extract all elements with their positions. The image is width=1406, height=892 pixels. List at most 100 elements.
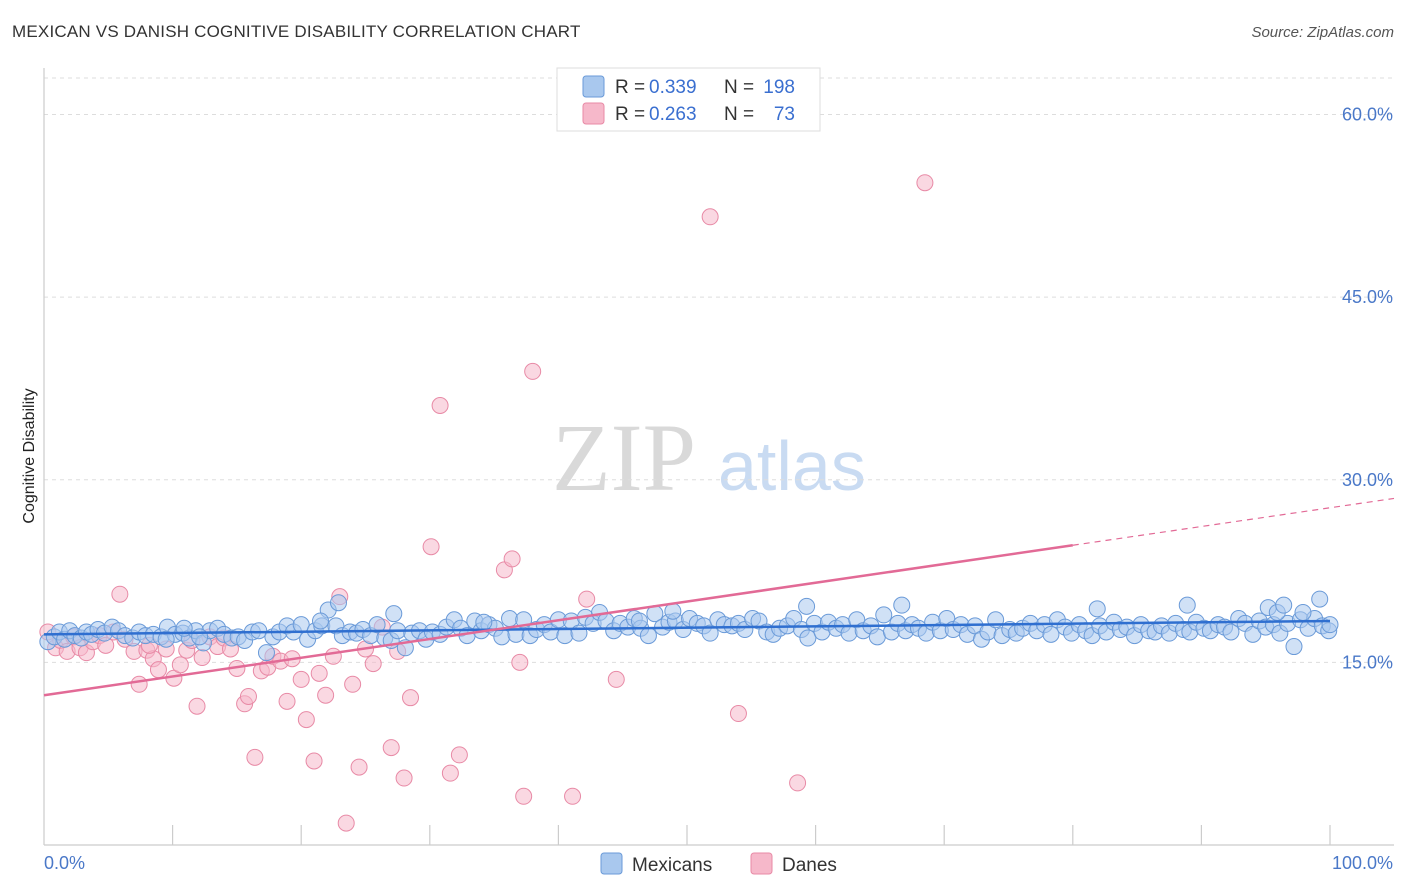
source-label: Source: ZipAtlas.com (1251, 24, 1394, 41)
danes-point (503, 550, 521, 568)
legend-swatch-danes (582, 102, 605, 125)
legend-r-label: R = (615, 77, 645, 98)
danes-series (39, 174, 934, 832)
watermark-zip: ZIP (552, 404, 696, 511)
danes-point (431, 396, 449, 414)
mexicans-trend-line (43, 619, 1331, 636)
gridlines (44, 77, 1394, 663)
danes-point (515, 787, 533, 805)
mexicans-point (893, 596, 911, 614)
danes-point (564, 787, 582, 805)
mexicans-point (385, 605, 403, 623)
legend-n-value-danes: 73 (774, 104, 795, 125)
y-tick-label: 30.0% (1342, 470, 1393, 490)
y-tick-labels: 15.0% 30.0% 45.0% 60.0% (1342, 105, 1393, 673)
danes-point (193, 649, 211, 667)
watermark-atlas: atlas (718, 427, 866, 505)
danes-point (111, 585, 129, 603)
danes-point (278, 692, 296, 710)
mexicans-point (799, 629, 817, 647)
mexicans-point (868, 628, 886, 646)
danes-point (305, 752, 323, 770)
mexicans-point (475, 613, 493, 631)
y-tick-label: 60.0% (1342, 105, 1393, 125)
mexicans-point (630, 612, 648, 630)
x-axis-ticks (172, 825, 1331, 845)
mexicans-point (639, 627, 657, 645)
danes-trend-line (43, 544, 1073, 697)
danes-point (450, 746, 468, 764)
danes-trend-line-extension (1072, 497, 1395, 546)
mexicans-point (191, 628, 209, 646)
mexicans-point (1321, 616, 1339, 634)
danes-point (729, 705, 747, 723)
mexicans-point (1311, 590, 1329, 608)
legend-n-label: N = (724, 77, 754, 98)
danes-point (350, 758, 368, 776)
y-tick-label: 15.0% (1342, 652, 1393, 672)
danes-point (402, 689, 420, 707)
danes-point (149, 661, 167, 679)
danes-point (578, 590, 596, 608)
y-axis-title: Cognitive Disability (21, 388, 38, 523)
danes-point (701, 208, 719, 226)
mexicans-point (1178, 596, 1196, 614)
x-tick-label-min: 0.0% (44, 853, 85, 873)
danes-point (239, 687, 257, 705)
bottom-legend-label-mexicans: Mexicans (632, 855, 712, 876)
danes-point (395, 769, 413, 787)
danes-point (188, 697, 206, 715)
legend-r-label: R = (615, 104, 645, 125)
mexicans-point (875, 606, 893, 624)
x-tick-label-max: 100.0% (1332, 853, 1393, 873)
danes-point (916, 174, 934, 192)
danes-point (382, 739, 400, 757)
danes-point (324, 647, 342, 665)
legend-swatch-mexicans (582, 75, 605, 98)
mexicans-point (257, 644, 275, 662)
mexicans-point (1275, 596, 1293, 614)
danes-point (344, 675, 362, 693)
danes-point (524, 362, 542, 380)
danes-point (310, 664, 328, 682)
legend-r-value-mexicans: 0.339 (649, 77, 697, 98)
mexicans-point (311, 612, 329, 630)
mexicans-point (501, 610, 519, 628)
bottom-legend-swatch-mexicans (600, 852, 623, 875)
danes-point (317, 686, 335, 704)
danes-point (422, 538, 440, 556)
mexicans-point (250, 622, 268, 640)
danes-point (789, 774, 807, 792)
mexicans-point (701, 624, 719, 642)
danes-point (130, 675, 148, 693)
danes-point (246, 748, 264, 766)
mexicans-point (1088, 600, 1106, 618)
trend-lines (43, 497, 1395, 697)
mexicans-point (157, 630, 175, 648)
danes-point (297, 711, 315, 729)
danes-point (364, 655, 382, 673)
mexicans-point (1294, 603, 1312, 621)
mexicans-point (329, 594, 347, 612)
legend: R = 0.339 N = 198 R = 0.263 N = 73 (556, 67, 821, 132)
legend-r-value-danes: 0.263 (649, 104, 697, 125)
mexicans-point (1285, 638, 1303, 656)
bottom-legend-swatch-danes (750, 852, 773, 875)
mexicans-point (493, 628, 511, 646)
bottom-legend: Mexicans Danes (600, 852, 837, 876)
danes-point (607, 670, 625, 688)
legend-n-label: N = (724, 104, 754, 125)
danes-point (337, 814, 355, 832)
danes-point (292, 670, 310, 688)
y-tick-label: 45.0% (1342, 287, 1393, 307)
mexicans-point (798, 597, 816, 615)
danes-point (441, 764, 459, 782)
mexicans-series (39, 590, 1339, 662)
legend-n-value-mexicans: 198 (763, 77, 795, 98)
mexicans-point (1042, 625, 1060, 643)
danes-point (171, 656, 189, 674)
chart-title: MEXICAN VS DANISH COGNITIVE DISABILITY C… (12, 22, 581, 41)
mexicans-point (292, 616, 310, 634)
danes-point (511, 653, 529, 671)
